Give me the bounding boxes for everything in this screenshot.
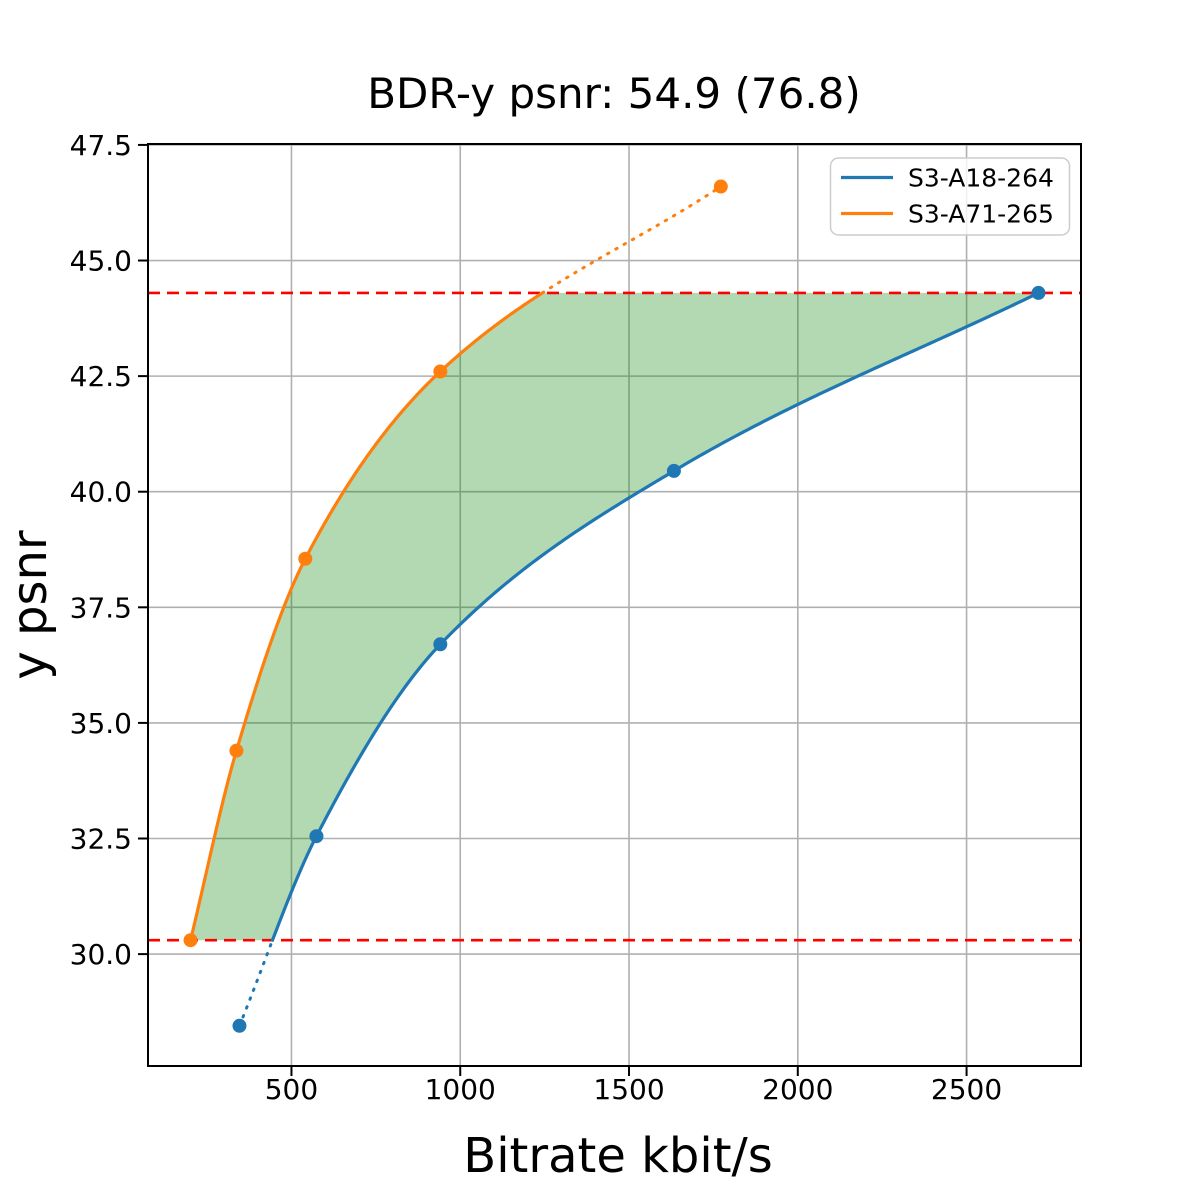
plot-border [147, 143, 1082, 1067]
data-point [713, 179, 728, 194]
legend-entry: S3-A71-265 [841, 200, 1054, 229]
legend-entry: S3-A18-264 [841, 164, 1054, 193]
data-point [309, 829, 324, 844]
y-tick-label: 35.0 [70, 707, 132, 740]
data-point [433, 637, 448, 652]
legend-label: S3-A18-264 [908, 164, 1054, 193]
y-tick-label: 40.0 [70, 476, 132, 509]
plot-area: 500 1000 1500 2000 2500 30.0 32.5 35.0 37.5 40.0 4… [70, 129, 1082, 1106]
y-tick-label: 32.5 [70, 823, 132, 856]
y-axis-label: y psnr [2, 530, 58, 680]
series-dotted-S3-A71-265 [540, 185, 723, 295]
data-point [433, 364, 448, 379]
data-point [232, 1018, 247, 1033]
y-tick-label: 47.5 [70, 129, 132, 162]
x-tick-label: 1000 [425, 1073, 496, 1106]
x-axis-label: Bitrate kbit/s [463, 1128, 772, 1184]
legend-label: S3-A71-265 [908, 200, 1054, 229]
legend: S3-A18-264 S3-A71-265 [829, 157, 1071, 236]
data-point [1031, 285, 1046, 300]
y-tick-label: 37.5 [70, 591, 132, 624]
x-tick-label: 500 [265, 1073, 318, 1106]
data-point [183, 933, 198, 948]
x-tick-label: 2000 [762, 1073, 833, 1106]
chart-title: BDR-y psnr: 54.9 (76.8) [367, 69, 861, 118]
bd-area-fill [190, 292, 1039, 941]
y-tick-label: 42.5 [70, 360, 132, 393]
x-tick-label: 1500 [593, 1073, 664, 1106]
data-point [666, 463, 681, 478]
x-tick-label: 2500 [931, 1073, 1002, 1106]
series-line-S3-A18-264 [270, 291, 1041, 942]
data-point [229, 743, 244, 758]
series-dotted-S3-A18-264 [237, 938, 274, 1028]
y-tick-label: 30.0 [70, 938, 132, 971]
y-tick-label: 45.0 [70, 245, 132, 278]
series-line-S3-A71-265 [188, 291, 545, 942]
data-point [298, 551, 313, 566]
